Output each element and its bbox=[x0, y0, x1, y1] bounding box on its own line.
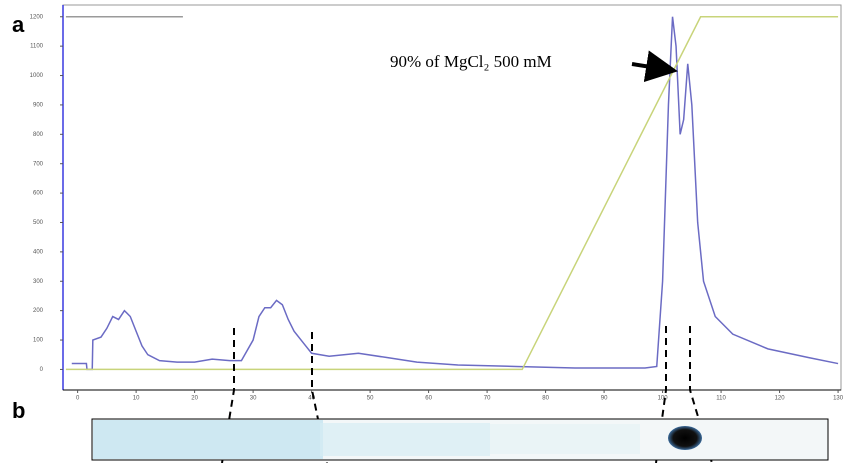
y-tick-label: 1000 bbox=[30, 73, 44, 79]
y-tick-label: 300 bbox=[33, 279, 44, 285]
x-tick-label: 10 bbox=[133, 396, 140, 402]
y-tick-label: 700 bbox=[33, 161, 44, 167]
y-tick-label: 400 bbox=[33, 249, 44, 255]
x-tick-label: 50 bbox=[367, 396, 374, 402]
x-tick-label: 60 bbox=[425, 396, 432, 402]
y-tick-label: 500 bbox=[33, 220, 44, 226]
y-tick-label: 100 bbox=[33, 338, 44, 344]
panel-label: a bbox=[12, 12, 25, 37]
annotation-arrow bbox=[632, 64, 670, 70]
x-tick-label: 130 bbox=[833, 396, 844, 402]
y-tick-label: 1200 bbox=[30, 14, 44, 20]
annotation: 90% of MgCl₂ 500 mM bbox=[390, 52, 552, 71]
panel-label: b bbox=[12, 398, 25, 423]
x-tick-label: 30 bbox=[250, 396, 257, 402]
gel-strip bbox=[92, 419, 828, 460]
x-tick-label: 80 bbox=[542, 396, 549, 402]
y-tick-label: 600 bbox=[33, 191, 44, 197]
x-tick-label: 100 bbox=[658, 396, 669, 402]
x-tick-label: 0 bbox=[76, 396, 80, 402]
y-tick-label: 900 bbox=[33, 103, 44, 109]
y-tick-label: 800 bbox=[33, 132, 44, 138]
x-tick-label: 70 bbox=[484, 396, 491, 402]
plot: 0100200300400500600700800900100011001200… bbox=[30, 14, 844, 401]
y-tick-label: 0 bbox=[40, 367, 44, 373]
y-tick-label: 1100 bbox=[30, 44, 44, 50]
x-tick-label: 90 bbox=[601, 396, 608, 402]
x-tick-label: 120 bbox=[775, 396, 786, 402]
x-tick-label: 110 bbox=[716, 396, 726, 402]
figure: a b 010020030040050060070080090010001100… bbox=[0, 0, 844, 463]
y-tick-label: 200 bbox=[33, 308, 44, 314]
x-tick-label: 20 bbox=[191, 396, 198, 402]
